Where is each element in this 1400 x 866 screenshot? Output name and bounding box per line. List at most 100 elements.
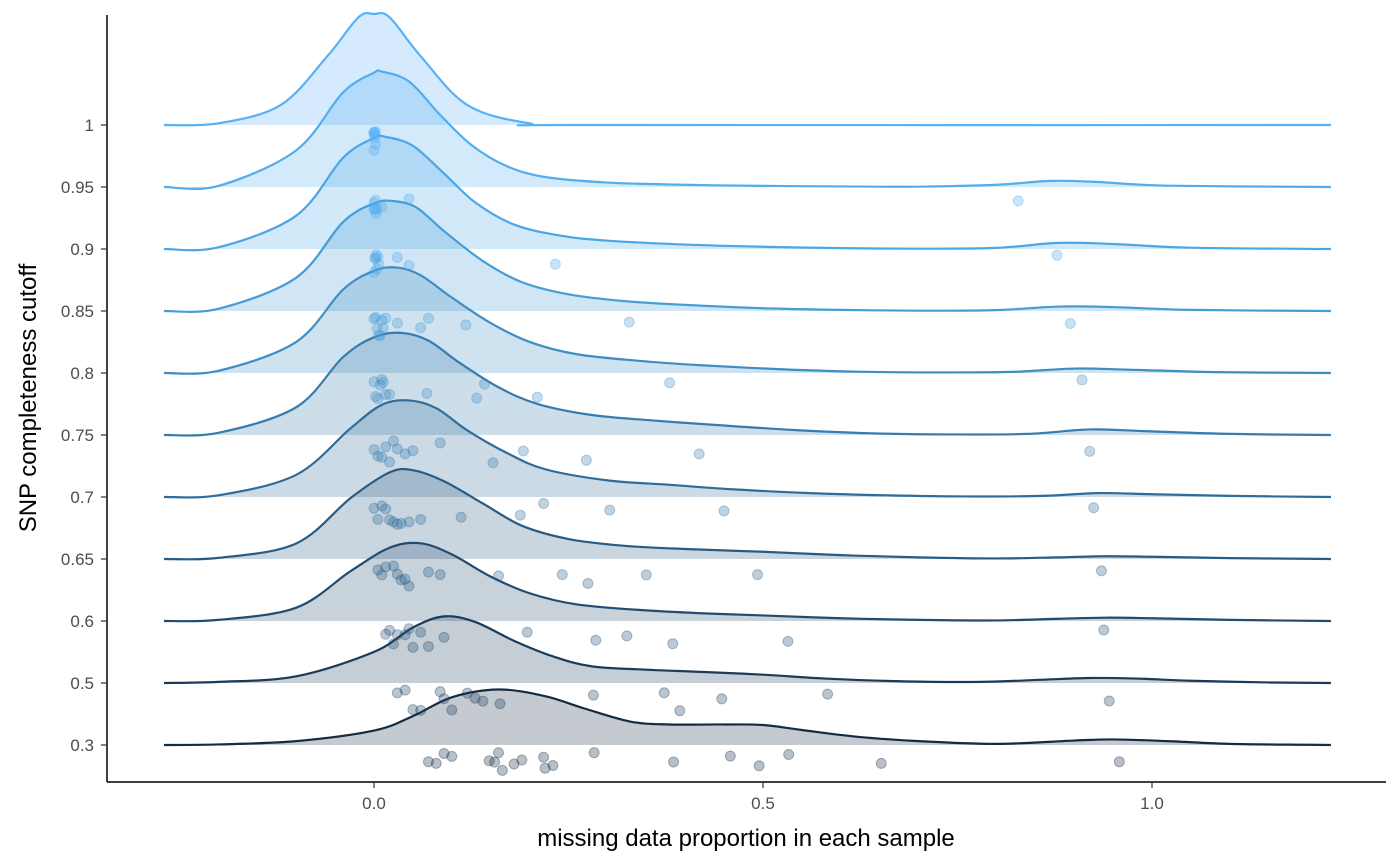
data-point — [380, 441, 392, 453]
ridge-line-0.5 — [163, 615, 1331, 685]
data-point — [403, 516, 415, 528]
data-point — [415, 513, 427, 525]
y-tick-label: 0.7 — [70, 488, 94, 507]
data-point — [407, 641, 419, 653]
data-point — [368, 444, 380, 456]
data-point — [782, 635, 794, 647]
ridge-line-0.7 — [163, 399, 1331, 499]
data-point — [1098, 624, 1110, 636]
data-point — [403, 260, 415, 272]
y-tick-label: 0.8 — [70, 364, 94, 383]
data-point — [478, 378, 490, 390]
data-point — [434, 569, 446, 581]
data-point — [446, 750, 458, 762]
data-point — [395, 517, 407, 529]
data-point — [1095, 565, 1107, 577]
ridge-area-0.3 — [163, 689, 1331, 745]
data-point — [369, 252, 381, 264]
data-point — [422, 640, 434, 652]
ridge-line-0.9 — [163, 134, 1331, 252]
y-tick-label: 0.3 — [70, 736, 94, 755]
data-point — [1103, 695, 1115, 707]
data-point — [371, 263, 383, 275]
data-point — [368, 127, 380, 139]
data-point — [391, 568, 403, 580]
data-point — [640, 569, 652, 581]
ridge-area-0.7 — [163, 400, 1331, 498]
data-point — [376, 569, 388, 581]
y-tick-label: 0.9 — [70, 240, 94, 259]
data-point — [368, 502, 380, 514]
data-point — [368, 144, 380, 156]
data-point — [1084, 445, 1096, 457]
ridge-area-0.85 — [163, 200, 1331, 312]
data-point — [531, 391, 543, 403]
data-point — [368, 313, 380, 325]
data-point — [693, 448, 705, 460]
data-point — [521, 626, 533, 638]
ridge-line-0.3 — [163, 688, 1331, 747]
data-point — [587, 689, 599, 701]
data-point — [489, 756, 501, 768]
data-point — [387, 516, 399, 528]
data-point — [875, 757, 887, 769]
data-point — [556, 569, 568, 581]
data-point — [399, 684, 411, 696]
data-point — [422, 312, 434, 324]
data-point — [822, 688, 834, 700]
data-point — [368, 127, 380, 139]
y-tick-label: 1 — [85, 116, 94, 135]
ridge-line-0.8 — [163, 266, 1331, 375]
data-point — [438, 631, 450, 643]
y-tick-label: 0.65 — [61, 550, 94, 569]
data-point — [371, 323, 383, 335]
data-point — [380, 312, 392, 324]
data-point — [514, 509, 526, 521]
ridge-area-0.95 — [163, 70, 1331, 189]
data-point — [370, 126, 382, 138]
data-point — [538, 498, 550, 510]
y-axis-title: SNP completeness cutoff — [15, 263, 42, 532]
ridge-area-0.9 — [163, 135, 1331, 251]
data-point — [370, 138, 382, 150]
data-point — [391, 518, 403, 530]
data-point — [395, 574, 407, 586]
data-point — [376, 201, 388, 213]
data-point — [668, 756, 680, 768]
data-point — [370, 253, 382, 265]
data-point — [373, 329, 385, 341]
ridge-area-0.65 — [163, 468, 1331, 560]
data-point — [455, 511, 467, 523]
data-point — [380, 503, 392, 515]
data-point — [384, 514, 396, 526]
data-point — [372, 393, 384, 405]
data-point — [752, 569, 764, 581]
data-point — [422, 566, 434, 578]
data-point — [415, 626, 427, 638]
data-point — [370, 390, 382, 402]
data-point — [422, 756, 434, 768]
data-point — [368, 197, 380, 209]
data-point — [369, 129, 381, 141]
data-point — [372, 450, 384, 462]
ridge-area-0.75 — [163, 332, 1331, 436]
data-point — [384, 388, 396, 400]
data-point — [753, 760, 765, 772]
data-point — [539, 762, 551, 774]
data-point — [403, 580, 415, 592]
data-point — [1051, 249, 1063, 261]
data-point — [368, 266, 380, 278]
data-point — [391, 687, 403, 699]
data-point — [664, 377, 676, 389]
data-point — [376, 314, 388, 326]
data-point — [387, 435, 399, 447]
data-point — [460, 319, 472, 331]
data-point — [492, 747, 504, 759]
data-point — [369, 132, 381, 144]
ridge-line-1 — [163, 11, 1331, 127]
data-point — [376, 500, 388, 512]
data-point — [370, 194, 382, 206]
ridge-area-0.8 — [163, 267, 1331, 374]
ridge-line-0.65 — [163, 467, 1331, 561]
